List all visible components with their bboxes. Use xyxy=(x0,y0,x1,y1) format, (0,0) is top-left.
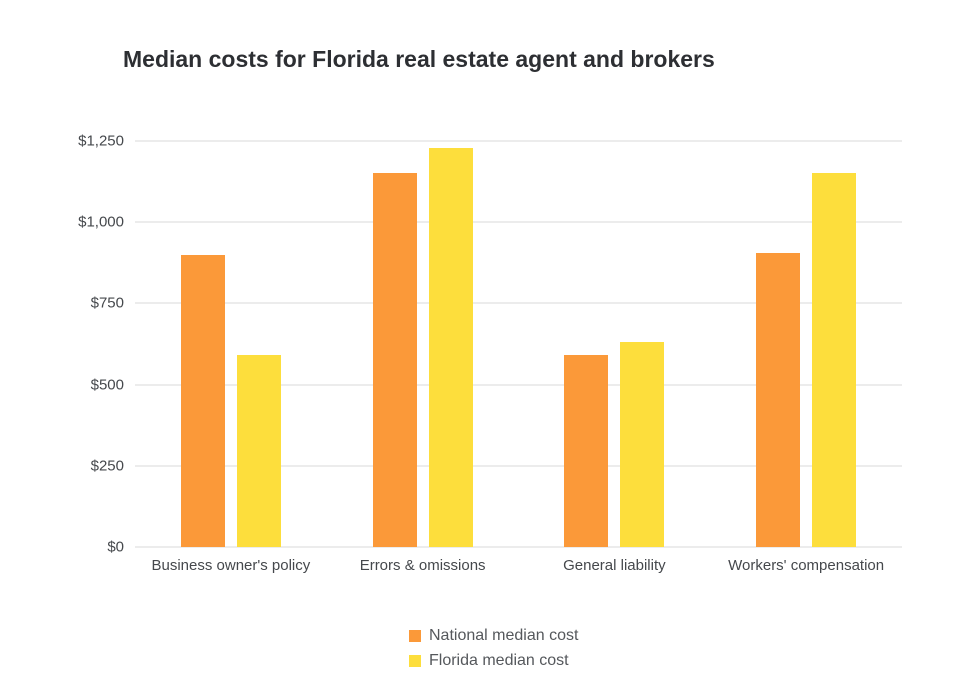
y-axis-tick-label: $750 xyxy=(90,294,124,312)
bar-national-median-cost xyxy=(564,355,609,547)
bar-florida-median-cost xyxy=(428,147,473,547)
legend-item-national-median-cost: National median cost xyxy=(409,627,578,645)
bar-group-general-liability xyxy=(519,141,711,547)
bar-group-business-owner-s-policy xyxy=(135,141,327,547)
y-axis-tick-label: $1,250 xyxy=(78,132,124,150)
gridline xyxy=(135,221,902,223)
gridline xyxy=(135,384,902,386)
bar-florida-median-cost xyxy=(812,173,857,547)
y-axis-tick-label: $0 xyxy=(107,538,124,556)
y-axis-tick-label: $250 xyxy=(90,457,124,475)
legend-swatch-icon xyxy=(409,655,421,667)
x-axis-category-label: Errors & omissions xyxy=(359,557,486,574)
legend-label: National median cost xyxy=(429,627,579,644)
gridline xyxy=(135,302,902,304)
legend-swatch-icon xyxy=(409,630,421,642)
chart-title: Median costs for Florida real estate age… xyxy=(123,46,715,72)
x-axis-category-label: Workers' compensation xyxy=(728,557,885,574)
legend: National median cost Florida median cost xyxy=(409,627,578,670)
legend-item-florida-median-cost: Florida median cost xyxy=(409,652,569,670)
bar-national-median-cost xyxy=(372,173,417,547)
plot-area: $0 $250 $500 $750 $1,000 $1,250 Business owner… xyxy=(78,133,902,574)
legend-label: Florida median cost xyxy=(429,652,569,669)
y-axis-tick-label: $1,000 xyxy=(78,213,124,231)
x-axis-category-label: Business owner's policy xyxy=(151,557,311,574)
bar-florida-median-cost xyxy=(236,355,281,547)
bar-national-median-cost xyxy=(756,253,801,547)
y-axis-tick-label: $500 xyxy=(90,376,124,394)
bar-group-workers-compensation xyxy=(710,141,902,547)
x-axis-category-label: General liability xyxy=(563,557,666,574)
gridline xyxy=(135,140,902,142)
gridline xyxy=(135,465,902,467)
gridline xyxy=(135,546,902,548)
bar-national-median-cost xyxy=(180,254,225,547)
bar-group-errors-omissions xyxy=(327,141,519,547)
bar-florida-median-cost xyxy=(620,342,665,547)
